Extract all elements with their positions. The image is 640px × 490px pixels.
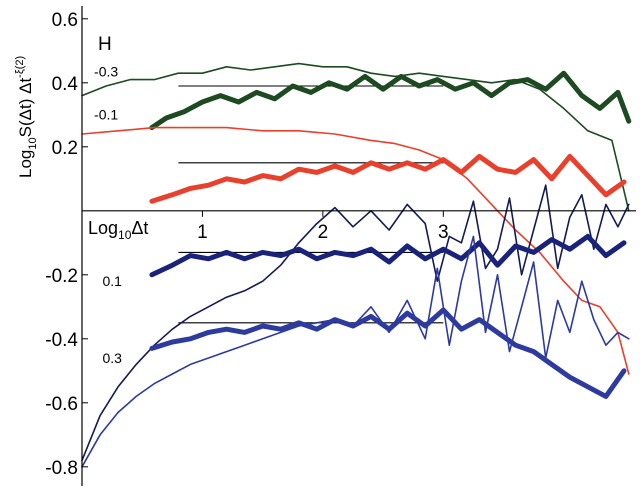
x-tick-label-2: 2 <box>318 222 329 243</box>
axes <box>81 6 636 486</box>
y-tick-label-0.4: 0.4 <box>52 74 79 95</box>
series-line-8 <box>149 307 627 399</box>
y-tick-label--0.4: -0.4 <box>45 330 78 351</box>
series-labels: -0.3 -0.1 0.1 0.3 <box>94 63 122 365</box>
x-axis-label-tail: Δt <box>131 218 148 238</box>
legend-title: H <box>98 34 112 55</box>
series-line-4 <box>149 153 627 204</box>
x-axis-label-subscript: 10 <box>118 228 132 242</box>
y-axis-label-subscript: 10 <box>27 137 39 149</box>
y-axis-label-mid: S(Δt) Δt <box>16 78 35 138</box>
y-tick-label--0.8: -0.8 <box>45 458 78 479</box>
y-tick-label--0.6: -0.6 <box>45 394 78 415</box>
y-tick-label-0.2: 0.2 <box>52 138 78 159</box>
x-axis-label-main: Log <box>88 218 118 238</box>
x-axis-label: Log10Δt <box>88 218 148 242</box>
x-tick-label-3: 3 <box>438 222 449 243</box>
x-tick-label-1: 1 <box>197 222 208 243</box>
series-line-5 <box>81 184 630 462</box>
series-label--0.1: -0.1 <box>94 107 118 123</box>
y-axis-label-superscript: -ξ(2) <box>14 56 26 78</box>
reference-lines <box>178 85 444 324</box>
series-line-2 <box>149 70 632 131</box>
series-group <box>81 62 632 468</box>
y-axis-label: Log10S(Δt) Δt-ξ(2) <box>14 56 39 178</box>
y-axis-label-main: Log <box>16 150 35 178</box>
y-tick-label--0.2: -0.2 <box>45 266 78 287</box>
y-ticks: 0.6 0.4 0.2 -0.2 -0.4 -0.6 -0.8 <box>45 10 88 479</box>
series-line-6 <box>149 233 627 278</box>
series-label-0.3: 0.3 <box>102 350 122 366</box>
series-line-7 <box>81 235 630 468</box>
series-line-1 <box>81 62 630 212</box>
x-ticks: 1 2 3 <box>197 210 449 243</box>
y-tick-label-0.6: 0.6 <box>52 10 78 31</box>
series-label--0.3: -0.3 <box>94 63 118 79</box>
series-label-0.1: 0.1 <box>102 273 122 289</box>
